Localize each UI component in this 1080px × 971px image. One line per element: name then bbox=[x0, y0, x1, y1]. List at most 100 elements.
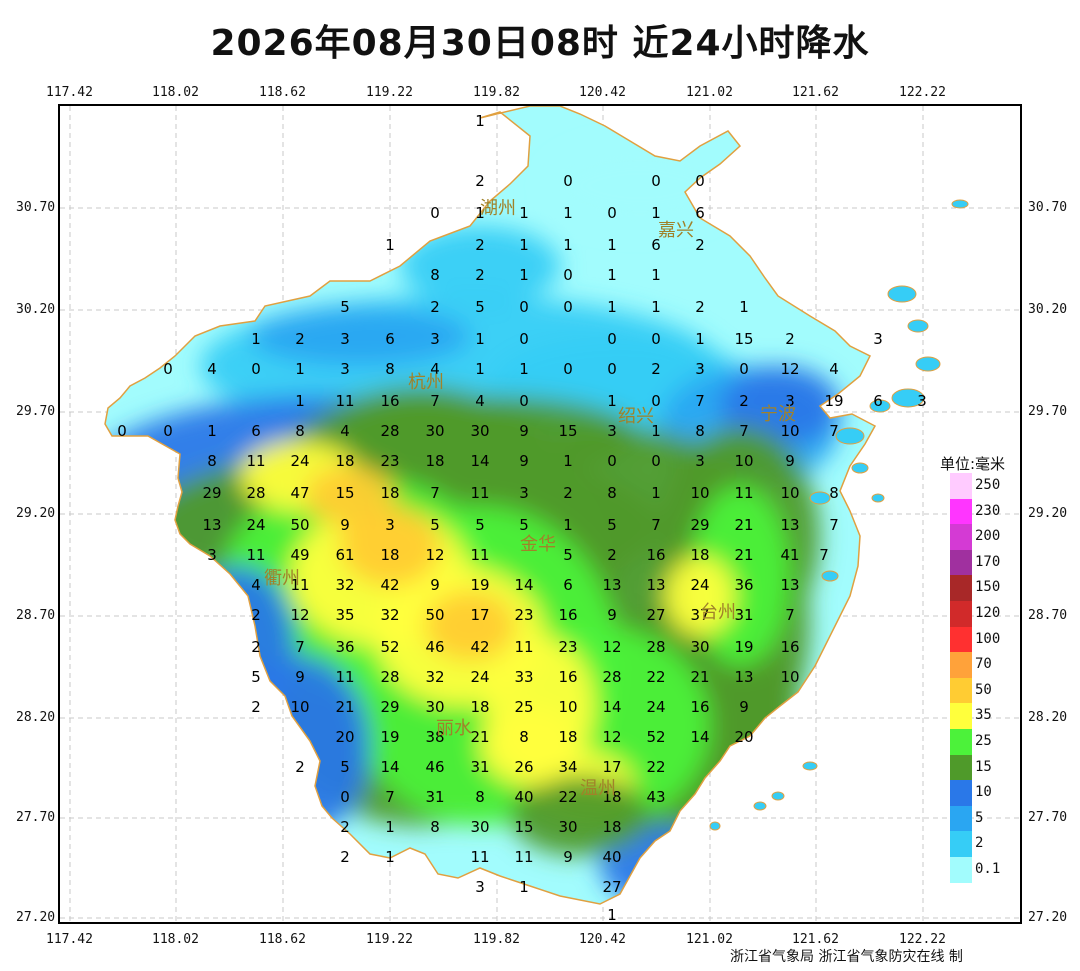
station-value: 17 bbox=[602, 758, 621, 776]
station-value: 19 bbox=[470, 576, 489, 594]
lon-tick-bottom-5: 120.42 bbox=[579, 932, 626, 947]
station-value: 29 bbox=[380, 698, 399, 716]
station-value: 3 bbox=[695, 452, 705, 470]
station-value: 24 bbox=[646, 698, 665, 716]
station-value: 3 bbox=[695, 360, 705, 378]
city-label: 宁波 bbox=[760, 404, 796, 425]
lat-tick-right-5: 28.20 bbox=[1028, 710, 1068, 725]
station-value: 3 bbox=[519, 484, 529, 502]
station-value: 1 bbox=[519, 360, 529, 378]
station-value: 3 bbox=[785, 392, 795, 410]
island bbox=[871, 493, 885, 503]
station-value: 10 bbox=[290, 698, 309, 716]
station-value: 0 bbox=[651, 392, 661, 410]
city-label: 温州 bbox=[580, 778, 616, 799]
legend-item: 50 bbox=[950, 677, 1020, 704]
station-value: 7 bbox=[739, 422, 749, 440]
station-value: 2 bbox=[651, 360, 661, 378]
station-value: 2 bbox=[563, 484, 573, 502]
lat-tick-left-1: 30.20 bbox=[16, 302, 56, 317]
legend-item: 35 bbox=[950, 703, 1020, 730]
station-value: 41 bbox=[780, 546, 799, 564]
station-value: 24 bbox=[470, 668, 489, 686]
legend-swatch bbox=[950, 473, 972, 499]
station-value: 2 bbox=[475, 236, 485, 254]
station-value: 5 bbox=[430, 516, 440, 534]
station-value: 7 bbox=[785, 606, 795, 624]
station-value: 12 bbox=[602, 728, 621, 746]
station-value: 30 bbox=[558, 818, 577, 836]
station-value: 10 bbox=[780, 668, 799, 686]
station-value: 15 bbox=[558, 422, 577, 440]
station-value: 5 bbox=[475, 516, 485, 534]
island bbox=[809, 491, 831, 505]
station-value: 2 bbox=[607, 546, 617, 564]
station-value: 8 bbox=[385, 360, 395, 378]
station-value: 10 bbox=[734, 452, 753, 470]
station-value: 0 bbox=[739, 360, 749, 378]
station-value: 6 bbox=[695, 204, 705, 222]
station-value: 6 bbox=[385, 330, 395, 348]
station-value: 21 bbox=[470, 728, 489, 746]
legend-swatch bbox=[950, 549, 972, 576]
station-value: 5 bbox=[340, 298, 350, 316]
station-value: 16 bbox=[558, 606, 577, 624]
station-value: 1 bbox=[651, 298, 661, 316]
station-value: 0 bbox=[519, 330, 529, 348]
station-value: 1 bbox=[563, 236, 573, 254]
station-value: 30 bbox=[470, 818, 489, 836]
station-value: 11 bbox=[514, 848, 533, 866]
station-value: 5 bbox=[340, 758, 350, 776]
station-value: 5 bbox=[519, 516, 529, 534]
station-value: 31 bbox=[470, 758, 489, 776]
lat-tick-right-2: 29.70 bbox=[1028, 404, 1068, 419]
station-value: 40 bbox=[514, 788, 533, 806]
lon-tick-bottom-2: 118.62 bbox=[259, 932, 306, 947]
station-value: 3 bbox=[340, 360, 350, 378]
station-value: 11 bbox=[470, 546, 489, 564]
island bbox=[951, 199, 969, 209]
station-value: 12 bbox=[602, 638, 621, 656]
station-value: 8 bbox=[475, 788, 485, 806]
station-value: 1 bbox=[475, 360, 485, 378]
legend-label: 250 bbox=[975, 477, 1001, 493]
station-value: 3 bbox=[340, 330, 350, 348]
credit-line: 浙江省气象局 浙江省气象防灾在线 制 bbox=[730, 949, 963, 965]
legend-item: 2 bbox=[950, 831, 1020, 858]
station-value: 13 bbox=[780, 576, 799, 594]
station-value: 18 bbox=[602, 788, 621, 806]
station-value: 3 bbox=[430, 330, 440, 348]
station-value: 17 bbox=[470, 606, 489, 624]
station-value: 52 bbox=[646, 728, 665, 746]
lon-tick-top-2: 118.62 bbox=[259, 85, 306, 100]
station-value: 30 bbox=[425, 698, 444, 716]
station-value: 29 bbox=[202, 484, 221, 502]
station-value: 43 bbox=[646, 788, 665, 806]
station-value: 9 bbox=[519, 452, 529, 470]
station-value: 7 bbox=[829, 422, 839, 440]
station-value: 8 bbox=[519, 728, 529, 746]
station-value: 52 bbox=[380, 638, 399, 656]
station-value: 2 bbox=[251, 638, 261, 656]
lon-tick-top-3: 119.22 bbox=[366, 85, 413, 100]
station-value: 19 bbox=[824, 392, 843, 410]
station-value: 9 bbox=[563, 848, 573, 866]
precipitation-map[interactable]: 12 0 0 00 1 1 1 0 1 61 2 1 1 1 6 28 2 1 0 1 15 2 5 0 0 1 1 2 11 2 3 6 3 1… bbox=[60, 106, 1020, 922]
island bbox=[869, 399, 891, 413]
station-value: 0 bbox=[563, 298, 573, 316]
city-label: 绍兴 bbox=[618, 406, 654, 427]
legend-label: 10 bbox=[975, 784, 992, 801]
station-value: 1 bbox=[563, 452, 573, 470]
station-value: 9 bbox=[739, 698, 749, 716]
island bbox=[709, 821, 721, 831]
station-value: 37 bbox=[690, 606, 709, 624]
station-value: 15 bbox=[335, 484, 354, 502]
station-value: 22 bbox=[558, 788, 577, 806]
station-value: 1 bbox=[651, 484, 661, 502]
station-value: 0 bbox=[651, 330, 661, 348]
legend-swatch bbox=[950, 754, 972, 781]
legend-item: 5 bbox=[950, 805, 1020, 832]
station-value: 13 bbox=[602, 576, 621, 594]
